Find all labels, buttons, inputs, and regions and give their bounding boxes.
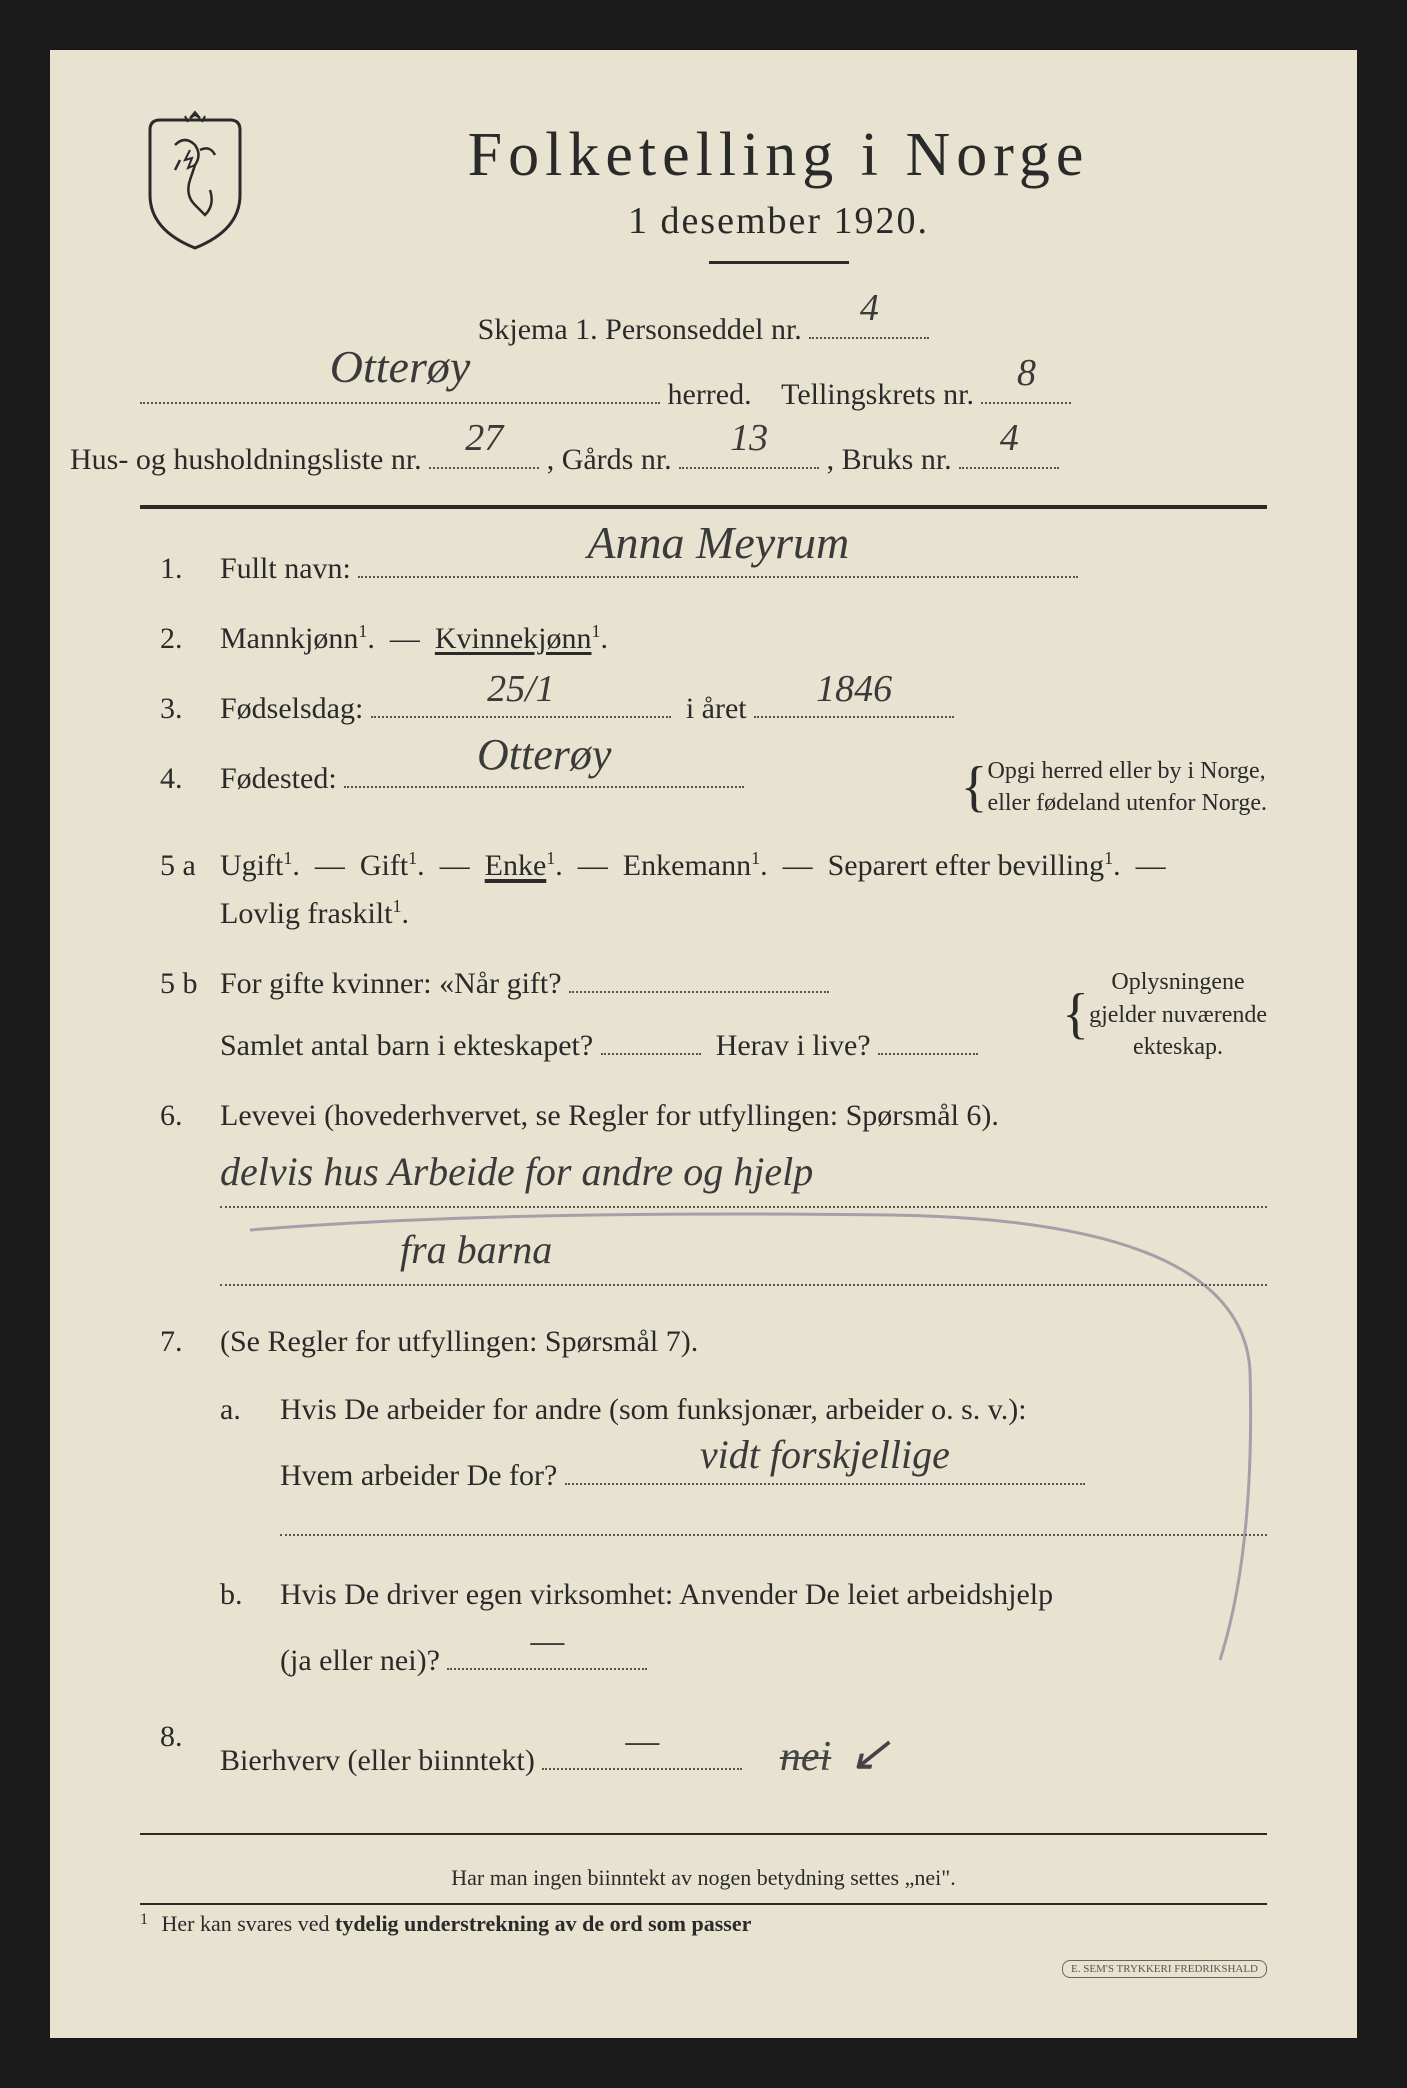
- q7-num: 7.: [140, 1318, 220, 1703]
- norway-crest-icon: [140, 110, 250, 250]
- brace-icon: {: [961, 764, 988, 812]
- footnote-2-row: 1 Her kan svares ved tydelig understrekn…: [140, 1903, 1267, 1937]
- q4: 4. Fødested: Otterøy { Opgi herred eller…: [140, 755, 1267, 820]
- husliste-line: Hus- og husholdningsliste nr. 27 , Gårds…: [70, 434, 1267, 485]
- printer-stamp: E. SEM'S TRYKKERI FREDRIKSHALD: [1062, 1960, 1267, 1978]
- q7b-letter: b.: [220, 1571, 280, 1685]
- q5b-label-c: Herav i live?: [716, 1029, 871, 1062]
- q5b-label-a: For gifte kvinner: «Når gift?: [220, 967, 562, 1000]
- brace-icon: {: [1062, 991, 1089, 1039]
- q7a-letter: a.: [220, 1386, 280, 1551]
- q7a-line2-value: vidt forskjellige: [700, 1423, 950, 1487]
- q5a-ugift: Ugift: [220, 849, 283, 882]
- bruk-nr: 4: [1000, 406, 1019, 471]
- q5b: 5 b For gifte kvinner: «Når gift? Samlet…: [140, 960, 1267, 1070]
- q4-note-a: Opgi herred eller by i Norge,: [988, 755, 1267, 787]
- husliste-label: Hus- og husholdningsliste nr.: [70, 443, 422, 476]
- q5b-num: 5 b: [140, 960, 220, 1070]
- skjema-label: Skjema 1. Personseddel nr.: [478, 313, 802, 346]
- gard-nr: 13: [730, 406, 768, 471]
- q5b-note-c: ekteskap.: [1089, 1031, 1267, 1063]
- q2-opt-kvinne: Kvinnekjønn: [435, 622, 592, 655]
- q4-note-b: eller fødeland utenfor Norge.: [988, 787, 1267, 819]
- q7a: a. Hvis De arbeider for andre (som funks…: [220, 1386, 1267, 1551]
- q7b-line1: Hvis De driver egen virksomhet: Anvender…: [280, 1571, 1267, 1619]
- husliste-nr: 27: [465, 406, 503, 471]
- q8-crossed: nei: [780, 1734, 831, 1780]
- q1-value: Anna Meyrum: [587, 506, 849, 580]
- q8-label: Bierhverv (eller biinntekt): [220, 1744, 535, 1777]
- q1: 1. Fullt navn: Anna Meyrum: [140, 545, 1267, 593]
- subtitle: 1 desember 1920.: [290, 199, 1267, 243]
- q8-num: 8.: [140, 1713, 220, 1793]
- q6-value-1: delvis hus Arbeide for andre og hjelp: [220, 1140, 1267, 1208]
- q3-year-label: i året: [686, 692, 747, 725]
- q6-label: Levevei (hovederhvervet, se Regler for u…: [220, 1092, 1267, 1140]
- main-title: Folketelling i Norge: [290, 120, 1267, 191]
- footnote-1: Har man ingen biinntekt av nogen betydni…: [140, 1865, 1267, 1891]
- q5b-label-b: Samlet antal barn i ekteskapet?: [220, 1029, 593, 1062]
- q3-num: 3.: [140, 685, 220, 733]
- herred-value: Otterøy: [330, 328, 471, 406]
- arrow-mark-icon: ↙: [849, 1725, 891, 1781]
- q7-label: (Se Regler for utfyllingen: Spørsmål 7).: [220, 1318, 1267, 1366]
- title-block: Folketelling i Norge 1 desember 1920.: [290, 110, 1267, 294]
- title-divider: [709, 261, 849, 264]
- skjema-line: Skjema 1. Personseddel nr. 4: [140, 304, 1267, 355]
- q7b: b. Hvis De driver egen virksomhet: Anven…: [220, 1571, 1267, 1685]
- herred-line: Otterøy herred. Tellingskrets nr. 8: [140, 369, 1267, 420]
- q3-day: 25/1: [487, 659, 555, 720]
- header: Folketelling i Norge 1 desember 1920.: [140, 110, 1267, 294]
- q7b-line2-value: —: [530, 1611, 564, 1672]
- q8-value: —: [625, 1711, 659, 1772]
- q6: 6. Levevei (hovederhvervet, se Regler fo…: [140, 1092, 1267, 1296]
- q5a-enke: Enke: [485, 849, 547, 882]
- q7a-line2-label: Hvem arbeider De for?: [280, 1459, 557, 1492]
- footnote-2: Her kan svares ved tydelig understreknin…: [162, 1911, 752, 1936]
- q1-num: 1.: [140, 545, 220, 593]
- q5b-note-block: { Oplysningene gjelder nuværende ekteska…: [1062, 960, 1267, 1070]
- census-form-page: Folketelling i Norge 1 desember 1920. Sk…: [20, 20, 1387, 2068]
- q5b-note-b: gjelder nuværende: [1089, 999, 1267, 1031]
- krets-label: Tellingskrets nr.: [781, 378, 974, 411]
- gard-label: , Gårds nr.: [547, 443, 672, 476]
- q5a: 5 a Ugift1. — Gift1. — Enke1. — Enkemann…: [140, 842, 1267, 938]
- q5a-separert: Separert efter bevilling: [828, 849, 1105, 882]
- q5a-enkemann: Enkemann: [623, 849, 751, 882]
- q4-num: 4.: [140, 755, 220, 820]
- q3: 3. Fødselsdag: 25/1 i året 1846: [140, 685, 1267, 733]
- q4-label: Fødested:: [220, 762, 337, 795]
- q8: 8. Bierhverv (eller biinntekt) — nei ↙: [140, 1713, 1267, 1793]
- q3-label: Fødselsdag:: [220, 692, 363, 725]
- q5a-fraskilt: Lovlig fraskilt: [220, 897, 392, 930]
- q4-note-block: { Opgi herred eller by i Norge, eller fø…: [961, 755, 1267, 820]
- footnote-2-num: 1: [140, 1911, 148, 1928]
- q5a-num: 5 a: [140, 842, 220, 938]
- q5a-gift: Gift: [360, 849, 408, 882]
- skjema-nr: 4: [860, 276, 879, 341]
- q7b-line2-label: (ja eller nei)?: [280, 1644, 440, 1677]
- q7: 7. (Se Regler for utfyllingen: Spørsmål …: [140, 1318, 1267, 1703]
- q1-label: Fullt navn:: [220, 552, 351, 585]
- q3-year: 1846: [816, 659, 892, 720]
- q5b-note-a: Oplysningene: [1089, 966, 1267, 998]
- q6-num: 6.: [140, 1092, 220, 1296]
- q2-num: 2.: [140, 615, 220, 663]
- q6-value-2: fra barna: [220, 1218, 1267, 1286]
- krets-nr: 8: [1017, 341, 1036, 406]
- q4-value: Otterøy: [477, 720, 611, 790]
- bruk-label: , Bruks nr.: [827, 443, 952, 476]
- thin-rule: [140, 1833, 1267, 1835]
- q2: 2. Mannkjønn1. — Kvinnekjønn1.: [140, 615, 1267, 663]
- q2-opt-mann: Mannkjønn: [220, 622, 358, 655]
